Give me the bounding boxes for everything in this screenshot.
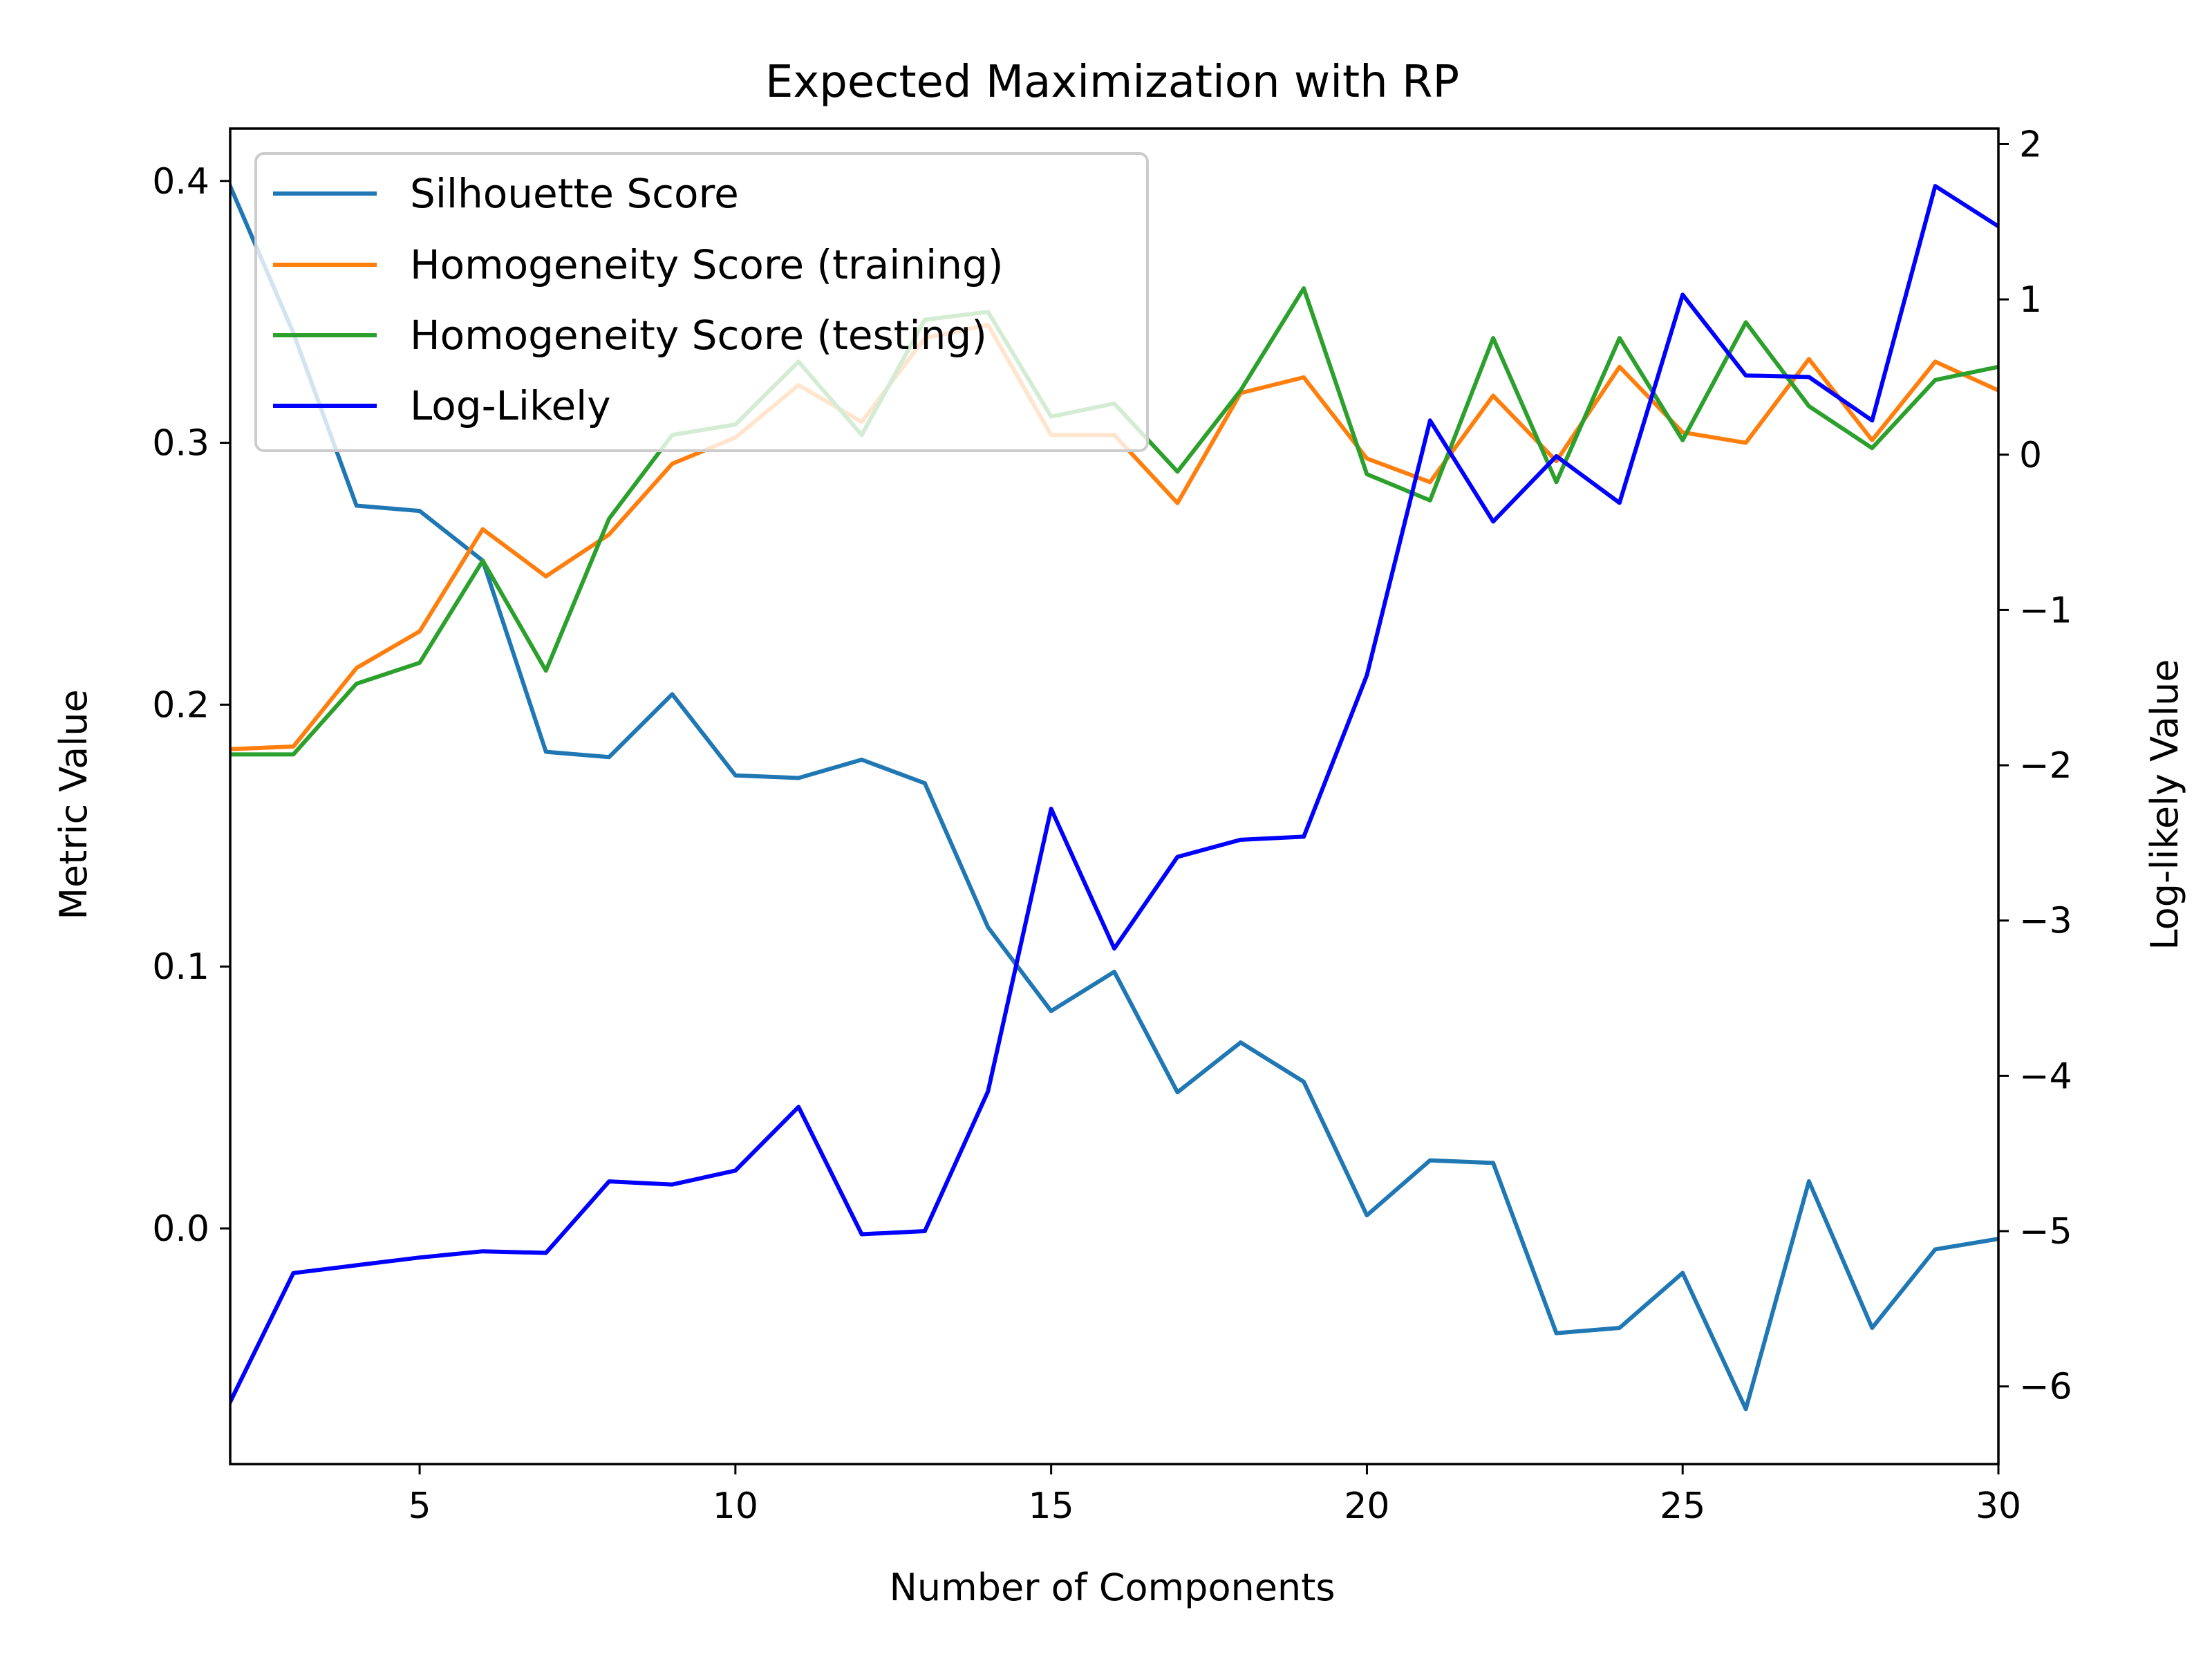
x-tick-label: 15 xyxy=(1029,1485,1074,1527)
y2-tick-label: −4 xyxy=(2019,1056,2072,1097)
y2-tick-label: −3 xyxy=(2019,901,2072,942)
y-tick-label: 0.3 xyxy=(152,423,209,465)
chart-title: Expected Maximization with RP xyxy=(765,57,1459,108)
legend-label-homogeneity-training: Homogeneity Score (training) xyxy=(410,241,1003,288)
legend-frame xyxy=(254,152,1149,452)
plot-frame xyxy=(229,127,2000,1465)
axes xyxy=(229,127,2000,1465)
legend-label-log-likely: Log-Likely xyxy=(410,382,611,429)
ticks: 5 10 15 20 25 30 0.0 0.1 0.2 0.3 0.4 −6 −5 −4 −3 −2 −1 0 1… xyxy=(152,124,2072,1527)
series-line-silhouette xyxy=(230,183,1998,1412)
x-tick-label: 10 xyxy=(713,1485,758,1527)
y-tick-label: 0.1 xyxy=(152,946,209,988)
y-tick-label: 0.4 xyxy=(152,161,209,203)
x-tick-label: 20 xyxy=(1344,1485,1389,1527)
series-line-log-likely xyxy=(230,184,1998,1405)
y2-tick-label: 0 xyxy=(2019,435,2042,476)
y2-tick-label: −5 xyxy=(2019,1211,2072,1253)
y2-tick-label: −1 xyxy=(2019,590,2072,631)
legend-label-silhouette: Silhouette Score xyxy=(410,170,739,217)
x-tick-label: 5 xyxy=(409,1485,431,1527)
x-axis-label: Number of Components xyxy=(890,1566,1335,1609)
y2-tick-label: 1 xyxy=(2019,279,2042,321)
x-tick-label: 30 xyxy=(1976,1485,2021,1527)
y2-axis-label: Log-likely Value xyxy=(2143,659,2186,950)
y-tick-label: 0.2 xyxy=(152,684,209,726)
legend: Silhouette Score Homogeneity Score (trai… xyxy=(254,152,1149,452)
y2-tick-label: −6 xyxy=(2019,1367,2072,1408)
x-tick-label: 25 xyxy=(1660,1485,1705,1527)
y2-tick-label: −2 xyxy=(2019,745,2072,787)
legend-label-homogeneity-testing: Homogeneity Score (testing) xyxy=(410,312,987,359)
y-tick-label: 0.0 xyxy=(152,1208,209,1250)
y-axis-label: Metric Value xyxy=(52,689,95,919)
y2-tick-label: 2 xyxy=(2019,124,2042,165)
